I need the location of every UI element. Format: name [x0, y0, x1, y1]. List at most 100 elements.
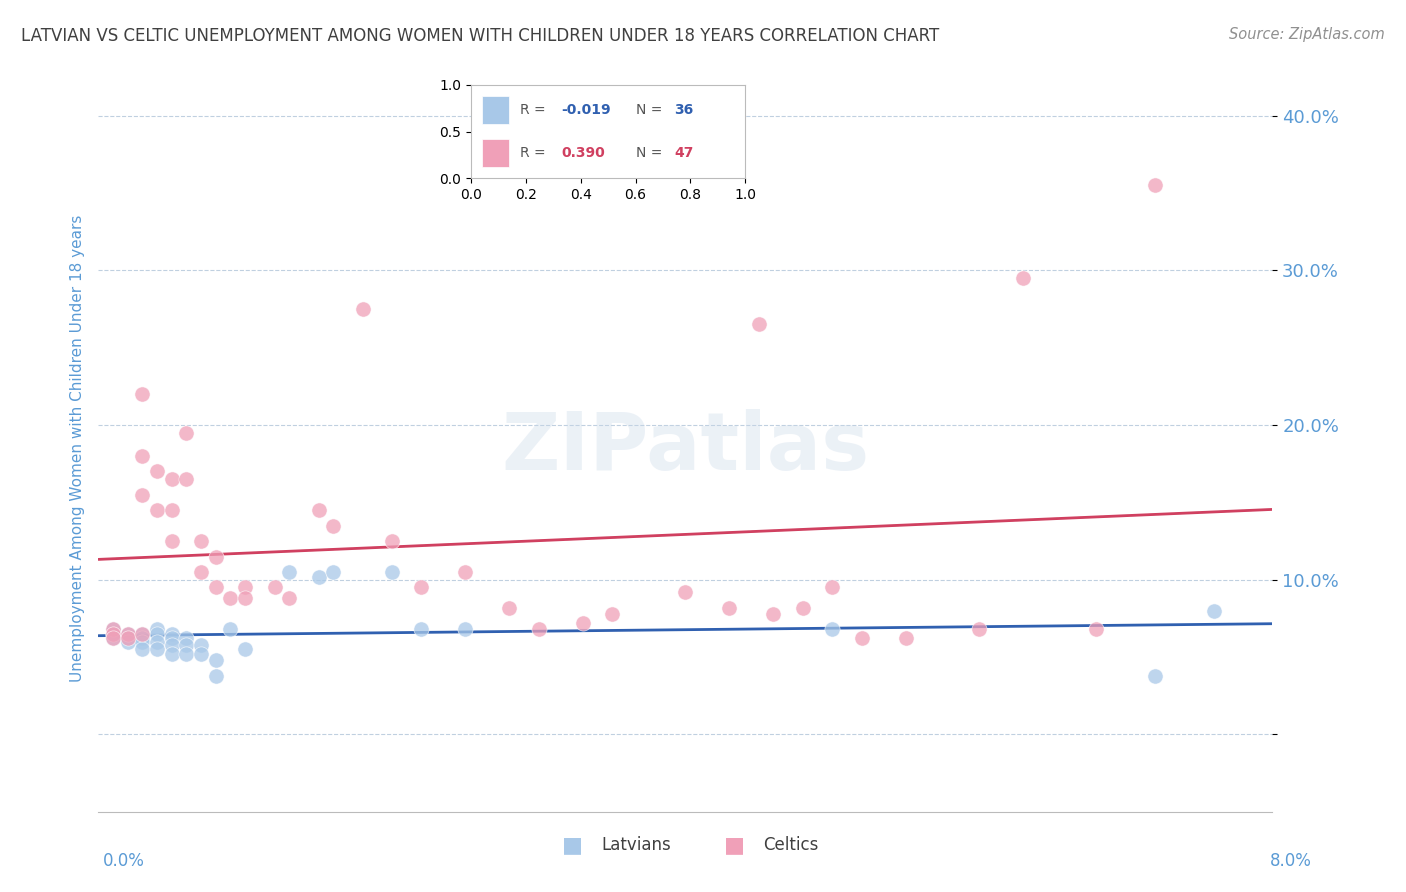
Point	[131, 627, 153, 641]
Point	[219, 591, 242, 606]
Point	[322, 518, 344, 533]
Point	[381, 565, 404, 579]
Point	[600, 607, 623, 621]
Point	[190, 647, 212, 661]
Point	[101, 627, 124, 641]
Point	[131, 387, 153, 401]
Point	[146, 627, 169, 641]
Point	[117, 632, 139, 646]
Point	[131, 449, 153, 463]
Point	[233, 581, 256, 595]
Point	[1144, 178, 1167, 193]
Point	[190, 534, 212, 549]
Text: Celtics: Celtics	[763, 836, 818, 854]
Point	[190, 565, 212, 579]
Text: ZIPatlas: ZIPatlas	[502, 409, 869, 487]
Point	[160, 638, 183, 652]
Point	[454, 565, 477, 579]
Point	[146, 503, 169, 517]
Point	[308, 503, 330, 517]
Point	[190, 638, 212, 652]
Point	[146, 622, 169, 636]
Point	[146, 465, 169, 479]
Point	[1085, 622, 1108, 636]
Point	[160, 647, 183, 661]
Point	[160, 503, 183, 517]
Point	[205, 581, 228, 595]
Point	[176, 638, 198, 652]
Point	[851, 632, 873, 646]
Point	[352, 301, 374, 316]
Point	[1202, 604, 1225, 618]
Text: 47: 47	[673, 146, 693, 160]
Point	[176, 425, 198, 440]
Text: ■: ■	[562, 835, 583, 855]
Point	[498, 600, 520, 615]
Y-axis label: Unemployment Among Women with Children Under 18 years: Unemployment Among Women with Children U…	[69, 215, 84, 681]
Text: N =: N =	[636, 146, 666, 160]
Point	[131, 627, 153, 641]
Point	[131, 632, 153, 646]
Point	[101, 622, 124, 636]
Point	[160, 632, 183, 646]
Point	[131, 634, 153, 648]
Text: ■: ■	[724, 835, 745, 855]
Point	[233, 591, 256, 606]
Text: R =: R =	[520, 146, 550, 160]
Point	[322, 565, 344, 579]
Point	[160, 627, 183, 641]
Text: Source: ZipAtlas.com: Source: ZipAtlas.com	[1229, 27, 1385, 42]
Point	[101, 622, 124, 636]
Point	[263, 581, 285, 595]
Point	[381, 534, 404, 549]
Point	[160, 534, 183, 549]
Text: Latvians: Latvians	[602, 836, 672, 854]
Point	[117, 627, 139, 641]
Point	[454, 622, 477, 636]
Point	[117, 627, 139, 641]
Point	[821, 622, 844, 636]
Point	[571, 615, 593, 630]
Text: -0.019: -0.019	[561, 103, 612, 117]
Bar	[482, 96, 509, 124]
Text: R =: R =	[520, 103, 550, 117]
Point	[176, 632, 198, 646]
Point	[1012, 271, 1035, 285]
Point	[527, 622, 550, 636]
Point	[205, 653, 228, 667]
Point	[219, 622, 242, 636]
Point	[205, 549, 228, 564]
Point	[101, 627, 124, 641]
Text: LATVIAN VS CELTIC UNEMPLOYMENT AMONG WOMEN WITH CHILDREN UNDER 18 YEARS CORRELAT: LATVIAN VS CELTIC UNEMPLOYMENT AMONG WOM…	[21, 27, 939, 45]
Point	[1144, 668, 1167, 682]
Point	[176, 647, 198, 661]
Point	[278, 591, 301, 606]
Bar	[482, 139, 509, 167]
Point	[131, 488, 153, 502]
Point	[146, 634, 169, 648]
Text: N =: N =	[636, 103, 666, 117]
Text: 0.390: 0.390	[561, 146, 605, 160]
Point	[967, 622, 990, 636]
Point	[278, 565, 301, 579]
Point	[205, 668, 228, 682]
Point	[411, 622, 433, 636]
Point	[160, 472, 183, 486]
Point	[748, 318, 770, 332]
Point	[101, 632, 124, 646]
Point	[117, 632, 139, 646]
Point	[308, 569, 330, 583]
Point	[821, 581, 844, 595]
Point	[894, 632, 917, 646]
Text: 8.0%: 8.0%	[1270, 852, 1312, 870]
Point	[718, 600, 741, 615]
Text: 36: 36	[673, 103, 693, 117]
Point	[176, 472, 198, 486]
Point	[233, 642, 256, 657]
Point	[792, 600, 814, 615]
Point	[675, 585, 697, 599]
Point	[411, 581, 433, 595]
Text: 0.0%: 0.0%	[103, 852, 145, 870]
Point	[117, 634, 139, 648]
Point	[146, 642, 169, 657]
